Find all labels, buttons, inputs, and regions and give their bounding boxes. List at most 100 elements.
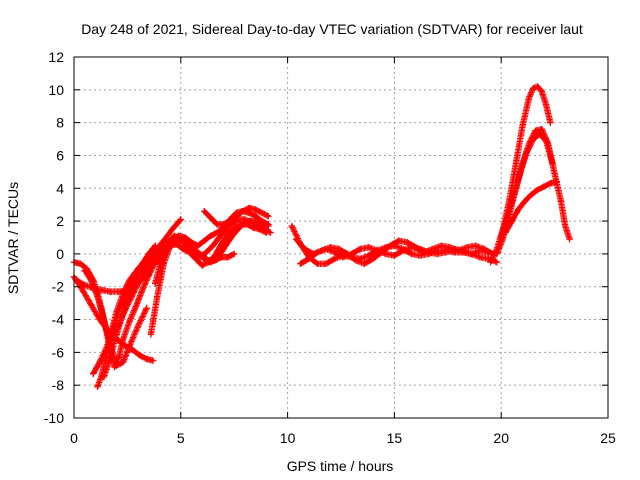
data-point (81, 281, 88, 289)
data-point (94, 383, 101, 391)
data-point (395, 237, 402, 244)
data-point (314, 249, 321, 256)
data-point (126, 276, 133, 284)
data-point (476, 253, 484, 261)
data-point (239, 208, 246, 215)
data-point (115, 321, 123, 328)
data-point (314, 260, 321, 267)
data-point (408, 244, 415, 251)
y-tick-label: -8 (52, 377, 65, 393)
data-point (139, 260, 146, 267)
data-point (532, 127, 539, 135)
data-point (391, 252, 398, 259)
data-point (79, 286, 86, 294)
data-point (451, 245, 458, 253)
data-point (348, 250, 355, 258)
data-point (151, 280, 159, 287)
data-point (87, 276, 95, 284)
data-point (126, 317, 133, 325)
series-track-20 (502, 178, 560, 236)
data-point (179, 245, 187, 253)
data-point (213, 229, 221, 236)
data-point (557, 198, 565, 205)
data-point (96, 359, 103, 366)
grid (74, 57, 608, 418)
series-track-16 (297, 244, 492, 267)
x-axis: 0 5 10 15 20 25 (70, 57, 616, 446)
data-point (542, 137, 550, 144)
data-point (369, 255, 377, 263)
data-point (512, 158, 520, 166)
data-point (198, 262, 206, 269)
data-point (160, 237, 167, 244)
x-tick-label: 20 (493, 430, 509, 446)
data-point (216, 234, 223, 241)
data-point (352, 257, 360, 264)
data-point (94, 293, 101, 300)
y-tick-label: -4 (52, 312, 65, 328)
x-tick-label: 10 (280, 430, 296, 446)
data-point (209, 242, 217, 249)
data-point (498, 234, 505, 241)
data-point (201, 237, 208, 244)
data-point (536, 130, 543, 138)
data-point (399, 247, 407, 254)
data-point (122, 306, 129, 313)
data-point (265, 222, 272, 230)
y-tick-label: 4 (56, 180, 64, 196)
y-axis-label: SDTVAR / TECUs (5, 182, 21, 294)
data-point (365, 244, 372, 251)
y-tick-label: 2 (56, 213, 64, 229)
data-point (504, 212, 511, 220)
chart-title: Day 248 of 2021, Sidereal Day-to-day VTE… (81, 21, 583, 37)
data-point (151, 242, 159, 249)
data-point (213, 221, 221, 228)
data-point (113, 362, 120, 369)
data-point (147, 258, 155, 266)
data-point (132, 303, 140, 310)
data-points (70, 83, 573, 391)
data-point (224, 253, 231, 261)
data-point (109, 336, 116, 343)
x-tick-label: 15 (387, 430, 403, 446)
data-point (485, 249, 492, 256)
data-point (252, 206, 259, 213)
data-point (258, 209, 266, 217)
data-point (169, 226, 176, 233)
data-point (357, 245, 364, 253)
data-point (239, 221, 246, 228)
data-point (335, 245, 343, 253)
data-point (331, 249, 338, 256)
data-point (416, 245, 424, 253)
data-point (361, 260, 368, 267)
data-point (213, 255, 221, 263)
data-point (408, 250, 415, 258)
data-point (245, 204, 253, 212)
data-point (288, 222, 296, 230)
data-point (517, 168, 524, 176)
data-point (81, 267, 88, 274)
data-point (542, 101, 550, 108)
data-point (100, 373, 108, 381)
data-point (534, 186, 541, 194)
data-point (551, 170, 558, 177)
data-point (331, 255, 338, 263)
data-point (220, 245, 227, 253)
data-point (534, 83, 541, 90)
data-point (100, 316, 108, 323)
data-point (119, 290, 127, 297)
data-point (530, 135, 537, 143)
x-axis-label: GPS time / hours (287, 458, 394, 474)
data-point (267, 229, 274, 236)
data-point (147, 331, 155, 338)
data-point (425, 249, 432, 256)
y-tick-label: -10 (44, 410, 64, 426)
y-tick-label: -6 (52, 344, 65, 360)
data-point (143, 355, 150, 363)
data-point (322, 260, 330, 267)
data-point (134, 322, 142, 330)
data-point (115, 354, 123, 361)
data-point (207, 258, 214, 266)
data-point (132, 273, 140, 281)
